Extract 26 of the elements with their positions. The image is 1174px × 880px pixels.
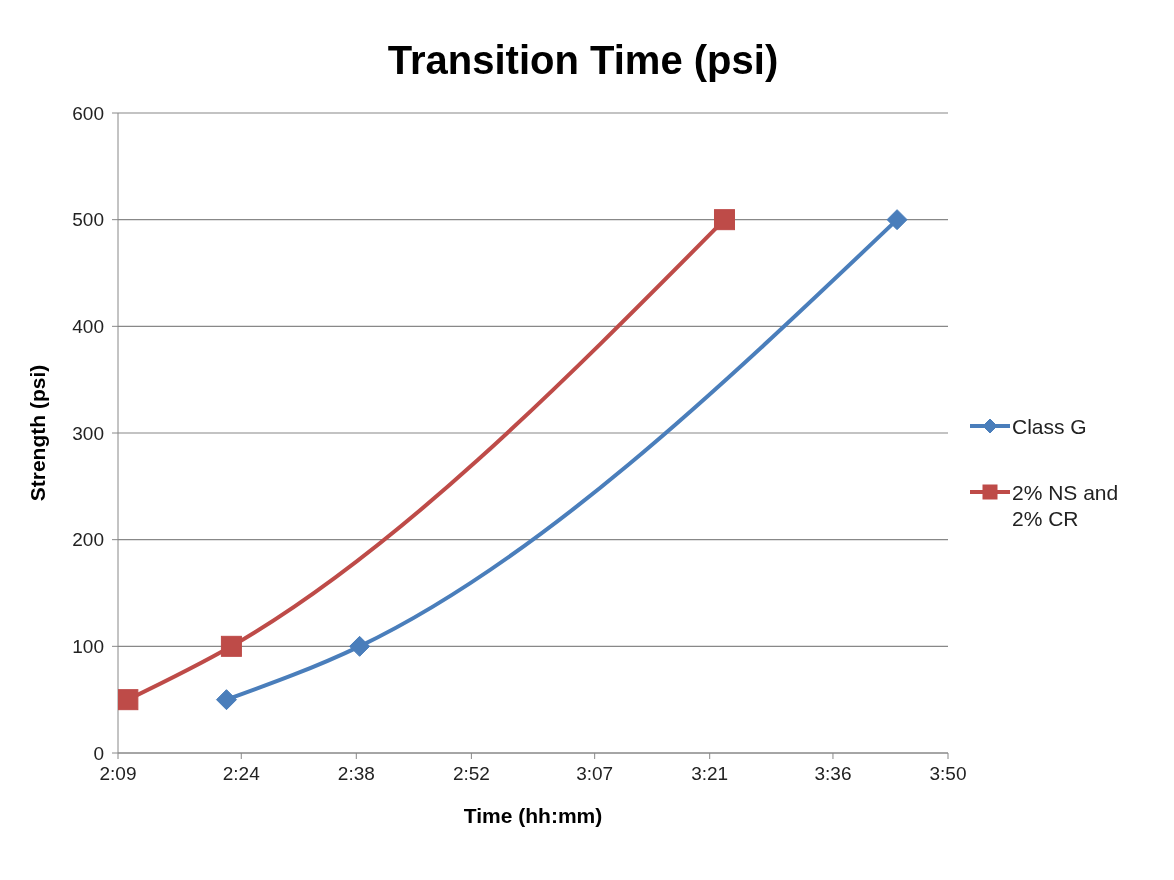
y-tick-label: 0 [93, 742, 104, 764]
x-tick-label: 2:52 [452, 763, 490, 785]
x-tick-label: 2:24 [222, 763, 261, 785]
x-tick-label: 3:36 [814, 763, 852, 785]
y-tick-label: 300 [72, 422, 104, 444]
y-axis-title: Strength (psi) [26, 364, 50, 502]
point [349, 635, 371, 657]
x-tick-label: 3:50 [929, 763, 967, 785]
x-axis-title: Time (hh:mm) [463, 804, 603, 827]
y-tick-label: 600 [72, 102, 104, 124]
chart-title: Transition Time (psi) [386, 37, 780, 84]
y-tick-label: 100 [72, 636, 104, 658]
x-tick-label: 3:21 [691, 763, 729, 785]
legend-label: Class G [1012, 414, 1087, 440]
point [118, 689, 139, 711]
x-tick-label: 2:09 [99, 763, 137, 785]
legend-label: 2% NS and 2% CR [1012, 480, 1120, 532]
y-tick-label: 400 [72, 316, 104, 338]
y-tick-label: 500 [72, 209, 104, 231]
y-tick-label: 200 [72, 529, 104, 551]
point [215, 689, 237, 711]
point [886, 209, 908, 231]
x-tick-label: 3:07 [576, 763, 614, 785]
point [713, 209, 735, 231]
x-tick-label: 2:38 [337, 763, 375, 785]
point [220, 635, 242, 657]
